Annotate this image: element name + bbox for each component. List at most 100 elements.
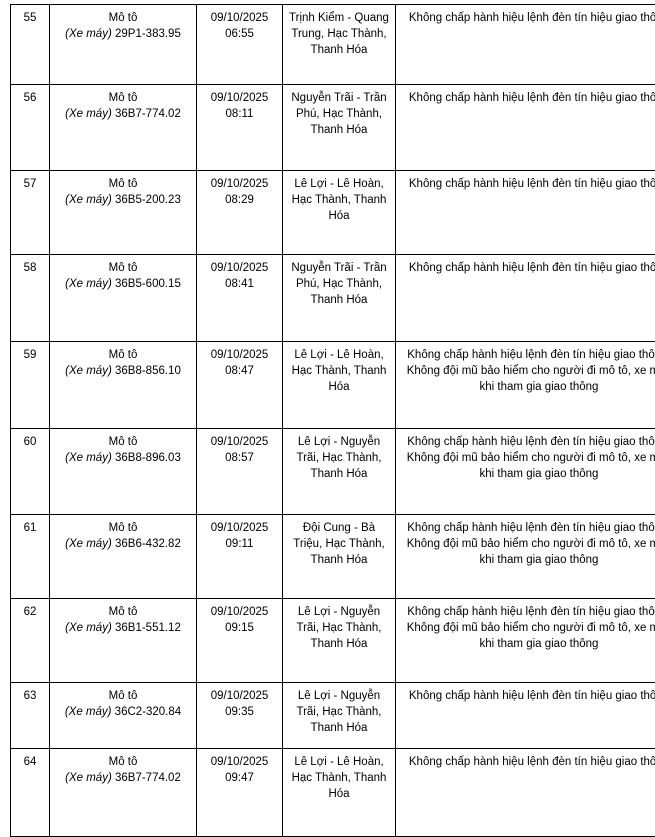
- cell-violation: Không chấp hành hiệu lệnh đèn tín hiệu g…: [396, 85, 655, 171]
- violation-date: 09/10/2025: [199, 755, 280, 771]
- violation-date: 09/10/2025: [199, 689, 280, 705]
- plate-prefix: (Xe máy): [65, 538, 112, 550]
- plate-number: 36B1-551.12: [115, 622, 181, 634]
- cell-violation: Không chấp hành hiệu lệnh đèn tín hiệu g…: [396, 749, 655, 837]
- cell-violation: Không chấp hành hiệu lệnh đèn tín hiệu g…: [396, 515, 655, 599]
- vehicle-type: Mô tô: [52, 521, 194, 537]
- vehicle-type: Mô tô: [52, 755, 194, 771]
- violation-line: Không chấp hành hiệu lệnh đèn tín hiệu g…: [399, 91, 655, 107]
- vehicle-plate: (Xe máy) 36B1-551.12: [52, 621, 194, 637]
- cell-vehicle: Mô tô(Xe máy) 36B5-200.23: [50, 171, 197, 255]
- violation-time: 08:29: [199, 193, 280, 209]
- violation-line: Không chấp hành hiệu lệnh đèn tín hiệu g…: [399, 689, 655, 705]
- plate-prefix: (Xe máy): [65, 108, 112, 120]
- cell-vehicle: Mô tô(Xe máy) 36B6-432.82: [50, 515, 197, 599]
- violation-date: 09/10/2025: [199, 91, 280, 107]
- cell-index: 55: [11, 5, 50, 85]
- cell-violation: Không chấp hành hiệu lệnh đèn tín hiệu g…: [396, 599, 655, 683]
- plate-prefix: (Xe máy): [65, 772, 112, 784]
- vehicle-plate: (Xe máy) 36B8-896.03: [52, 451, 194, 467]
- cell-location: Lê Lợi - Nguyễn Trãi, Hạc Thành, Thanh H…: [283, 429, 396, 515]
- cell-vehicle: Mô tô(Xe máy) 36C2-320.84: [50, 683, 197, 749]
- cell-vehicle: Mô tô(Xe máy) 36B7-774.02: [50, 85, 197, 171]
- violation-time: 06:55: [199, 27, 280, 43]
- plate-number: 36B6-432.82: [115, 538, 181, 550]
- violation-line: Không đội mũ bảo hiểm cho người đi mô tô…: [399, 537, 655, 569]
- plate-prefix: (Xe máy): [65, 28, 112, 40]
- violation-date: 09/10/2025: [199, 261, 280, 277]
- violation-time: 08:47: [199, 364, 280, 380]
- vehicle-type: Mô tô: [52, 91, 194, 107]
- violation-line: Không đội mũ bảo hiểm cho người đi mô tô…: [399, 364, 655, 396]
- violation-time: 08:57: [199, 451, 280, 467]
- cell-violation: Không chấp hành hiệu lệnh đèn tín hiệu g…: [396, 255, 655, 342]
- cell-location: Nguyễn Trãi - Trần Phú, Hạc Thành, Thanh…: [283, 255, 396, 342]
- plate-number: 36B7-774.02: [115, 108, 181, 120]
- cell-violation: Không chấp hành hiệu lệnh đèn tín hiệu g…: [396, 429, 655, 515]
- cell-violation: Không chấp hành hiệu lệnh đèn tín hiệu g…: [396, 171, 655, 255]
- vehicle-type: Mô tô: [52, 177, 194, 193]
- vehicle-type: Mô tô: [52, 689, 194, 705]
- plate-number: 36B5-600.15: [115, 278, 181, 290]
- vehicle-type: Mô tô: [52, 435, 194, 451]
- vehicle-type: Mô tô: [52, 261, 194, 277]
- violation-line: Không đội mũ bảo hiểm cho người đi mô tô…: [399, 621, 655, 653]
- plate-number: 36C2-320.84: [115, 706, 182, 718]
- cell-vehicle: Mô tô(Xe máy) 36B8-856.10: [50, 342, 197, 429]
- vehicle-plate: (Xe máy) 36B7-774.02: [52, 107, 194, 123]
- violation-date: 09/10/2025: [199, 11, 280, 27]
- violation-date: 09/10/2025: [199, 348, 280, 364]
- cell-violation: Không chấp hành hiệu lệnh đèn tín hiệu g…: [396, 5, 655, 85]
- violation-time: 09:11: [199, 537, 280, 553]
- vehicle-plate: (Xe máy) 29P1-383.95: [52, 27, 194, 43]
- plate-number: 36B7-774.02: [115, 772, 181, 784]
- cell-location: Lê Lợi - Lê Hoàn, Hạc Thành, Thanh Hóa: [283, 749, 396, 837]
- violation-line: Không chấp hành hiệu lệnh đèn tín hiệu g…: [399, 435, 655, 451]
- plate-prefix: (Xe máy): [65, 365, 112, 377]
- cell-violation: Không chấp hành hiệu lệnh đèn tín hiệu g…: [396, 683, 655, 749]
- cell-violation: Không chấp hành hiệu lệnh đèn tín hiệu g…: [396, 342, 655, 429]
- cell-location: Đội Cung - Bà Triệu, Hạc Thành, Thanh Hó…: [283, 515, 396, 599]
- cell-index: 63: [11, 683, 50, 749]
- cell-index: 58: [11, 255, 50, 342]
- violation-line: Không chấp hành hiệu lệnh đèn tín hiệu g…: [399, 755, 655, 771]
- cell-vehicle: Mô tô(Xe máy) 36B1-551.12: [50, 599, 197, 683]
- violation-time: 09:35: [199, 705, 280, 721]
- cell-location: Lê Lợi - Nguyễn Trãi, Hạc Thành, Thanh H…: [283, 599, 396, 683]
- cell-location: Lê Lợi - Nguyễn Trãi, Hạc Thành, Thanh H…: [283, 683, 396, 749]
- violation-date: 09/10/2025: [199, 605, 280, 621]
- cell-index: 60: [11, 429, 50, 515]
- violation-date: 09/10/2025: [199, 177, 280, 193]
- plate-number: 36B8-896.03: [115, 452, 181, 464]
- violation-date: 09/10/2025: [199, 435, 280, 451]
- cell-vehicle: Mô tô(Xe máy) 36B7-774.02: [50, 749, 197, 837]
- cell-index: 62: [11, 599, 50, 683]
- violation-line: Không chấp hành hiệu lệnh đèn tín hiệu g…: [399, 11, 655, 27]
- cell-index: 57: [11, 171, 50, 255]
- cell-index: 56: [11, 85, 50, 171]
- cell-location: Lê Lợi - Lê Hoàn, Hạc Thành, Thanh Hóa: [283, 342, 396, 429]
- violation-time: 08:41: [199, 277, 280, 293]
- violation-time: 08:11: [199, 107, 280, 123]
- plate-number: 36B8-856.10: [115, 365, 181, 377]
- plate-prefix: (Xe máy): [65, 706, 112, 718]
- plate-prefix: (Xe máy): [65, 452, 112, 464]
- cell-index: 59: [11, 342, 50, 429]
- plate-number: 29P1-383.95: [115, 28, 181, 40]
- violation-line: Không đội mũ bảo hiểm cho người đi mô tô…: [399, 451, 655, 483]
